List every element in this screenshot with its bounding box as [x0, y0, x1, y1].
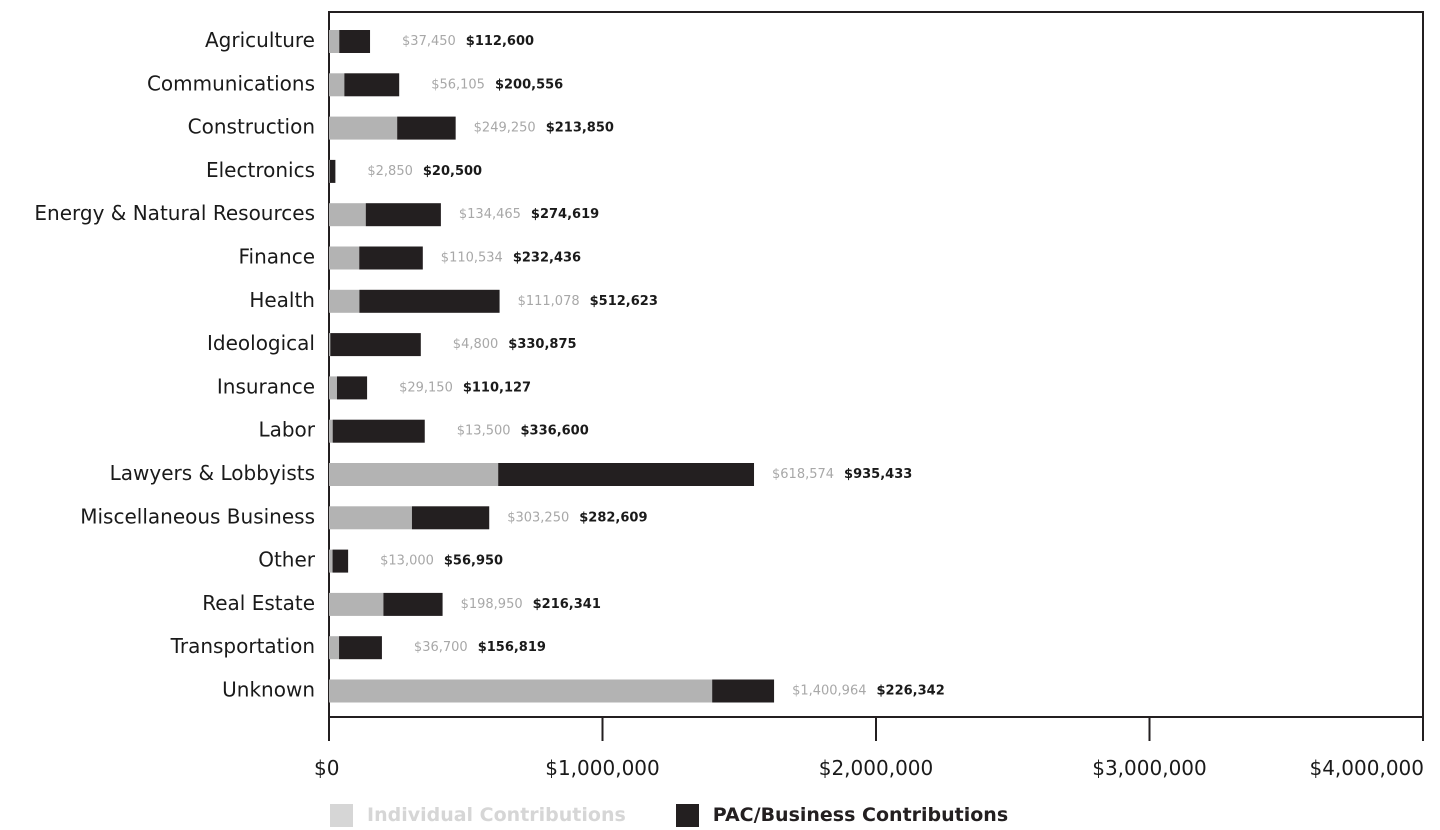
- legend-swatch-individual: [330, 804, 353, 827]
- value-label-pac: $282,609: [579, 510, 647, 525]
- category-label: Health: [249, 288, 315, 312]
- category-label: Ideological: [207, 331, 315, 355]
- value-label-pac: $216,341: [533, 597, 601, 612]
- category-label: Finance: [238, 245, 315, 269]
- legend-item-individual: Individual Contributions: [330, 804, 626, 827]
- value-label-pac: $213,850: [546, 121, 614, 136]
- bar-individual: [329, 290, 359, 313]
- category-label: Unknown: [222, 678, 315, 702]
- value-label-individual: $110,534: [441, 251, 503, 266]
- value-label-individual: $618,574: [772, 467, 834, 482]
- x-tick-label: $0: [314, 756, 339, 780]
- bar-pac: [383, 593, 442, 616]
- bar-pac: [333, 550, 349, 573]
- category-label: Agriculture: [205, 28, 315, 52]
- value-label-pac: $512,623: [590, 294, 658, 309]
- value-label-individual: $198,950: [461, 597, 523, 612]
- category-label: Labor: [258, 418, 315, 442]
- bar-individual: [329, 30, 339, 53]
- value-label-pac: $336,600: [521, 424, 589, 439]
- bar-pac: [330, 333, 420, 356]
- value-label-pac: $232,436: [513, 251, 581, 266]
- bar-pac: [330, 160, 336, 183]
- bar-individual: [329, 333, 330, 356]
- value-label-individual: $249,250: [474, 121, 536, 136]
- bar-pac: [412, 506, 489, 529]
- bar-pac: [344, 73, 399, 96]
- bar-individual: [329, 420, 333, 443]
- legend-label-individual: Individual Contributions: [367, 804, 626, 826]
- bar-pac: [366, 203, 441, 226]
- value-label-pac: $112,600: [466, 34, 534, 49]
- bar-individual: [329, 73, 344, 96]
- category-label: Miscellaneous Business: [80, 504, 315, 528]
- bar-individual: [329, 680, 712, 703]
- value-label-pac: $330,875: [508, 337, 576, 352]
- bar-individual: [329, 636, 339, 659]
- value-label-individual: $2,850: [367, 164, 413, 179]
- value-label-individual: $111,078: [518, 294, 580, 309]
- category-label: Communications: [147, 71, 315, 95]
- value-label-individual: $37,450: [402, 34, 456, 49]
- value-label-individual: $13,500: [457, 424, 511, 439]
- bar-pac: [397, 117, 455, 140]
- value-label-pac: $226,342: [877, 684, 945, 699]
- value-label-individual: $4,800: [453, 337, 499, 352]
- bar-pac: [359, 290, 499, 313]
- category-label: Transportation: [170, 634, 315, 658]
- bar-individual: [329, 550, 333, 573]
- bar-pac: [339, 30, 370, 53]
- legend-swatch-pac: [676, 804, 699, 827]
- value-label-pac: $935,433: [844, 467, 912, 482]
- value-label-individual: $303,250: [507, 510, 569, 525]
- category-label: Energy & Natural Resources: [34, 201, 315, 225]
- value-label-individual: $13,000: [380, 554, 434, 569]
- category-label: Electronics: [206, 158, 315, 182]
- x-tick-label: $1,000,000: [545, 756, 660, 780]
- category-label: Other: [258, 548, 316, 572]
- x-tick-label: $3,000,000: [1092, 756, 1207, 780]
- value-label-pac: $274,619: [531, 207, 599, 222]
- x-tick-label: $2,000,000: [819, 756, 934, 780]
- category-label: Real Estate: [202, 591, 315, 615]
- bar-individual: [329, 117, 397, 140]
- category-label: Lawyers & Lobbyists: [110, 461, 315, 485]
- legend-label-pac: PAC/Business Contributions: [713, 804, 1008, 826]
- value-label-pac: $56,950: [444, 554, 503, 569]
- bar-individual: [329, 593, 383, 616]
- bar-individual: [329, 463, 498, 486]
- bar-individual: [329, 160, 330, 183]
- value-label-individual: $56,105: [431, 77, 485, 92]
- legend-item-pac: PAC/Business Contributions: [676, 804, 1008, 827]
- bar-individual: [329, 506, 412, 529]
- bar-pac: [498, 463, 754, 486]
- legend: Individual Contributions PAC/Business Co…: [330, 800, 1008, 830]
- value-label-pac: $110,127: [463, 380, 531, 395]
- value-label-individual: $36,700: [414, 640, 468, 655]
- value-label-individual: $1,400,964: [792, 684, 866, 699]
- value-label-pac: $20,500: [423, 164, 482, 179]
- category-label: Insurance: [217, 374, 315, 398]
- value-label-individual: $134,465: [459, 207, 521, 222]
- value-label-pac: $156,819: [478, 640, 546, 655]
- bar-pac: [333, 420, 425, 443]
- value-label-pac: $200,556: [495, 77, 563, 92]
- bar-pac: [359, 247, 423, 270]
- category-label: Construction: [188, 115, 315, 139]
- chart-area: Agriculture $37,450 $112,600 Communications…: [0, 0, 1440, 800]
- x-tick-label: $4,000,000: [1309, 756, 1424, 780]
- bar-pac: [337, 376, 367, 399]
- bar-pac: [339, 636, 382, 659]
- value-label-individual: $29,150: [399, 380, 453, 395]
- bar-individual: [329, 376, 337, 399]
- bar-individual: [329, 203, 366, 226]
- bar-individual: [329, 247, 359, 270]
- bar-pac: [712, 680, 774, 703]
